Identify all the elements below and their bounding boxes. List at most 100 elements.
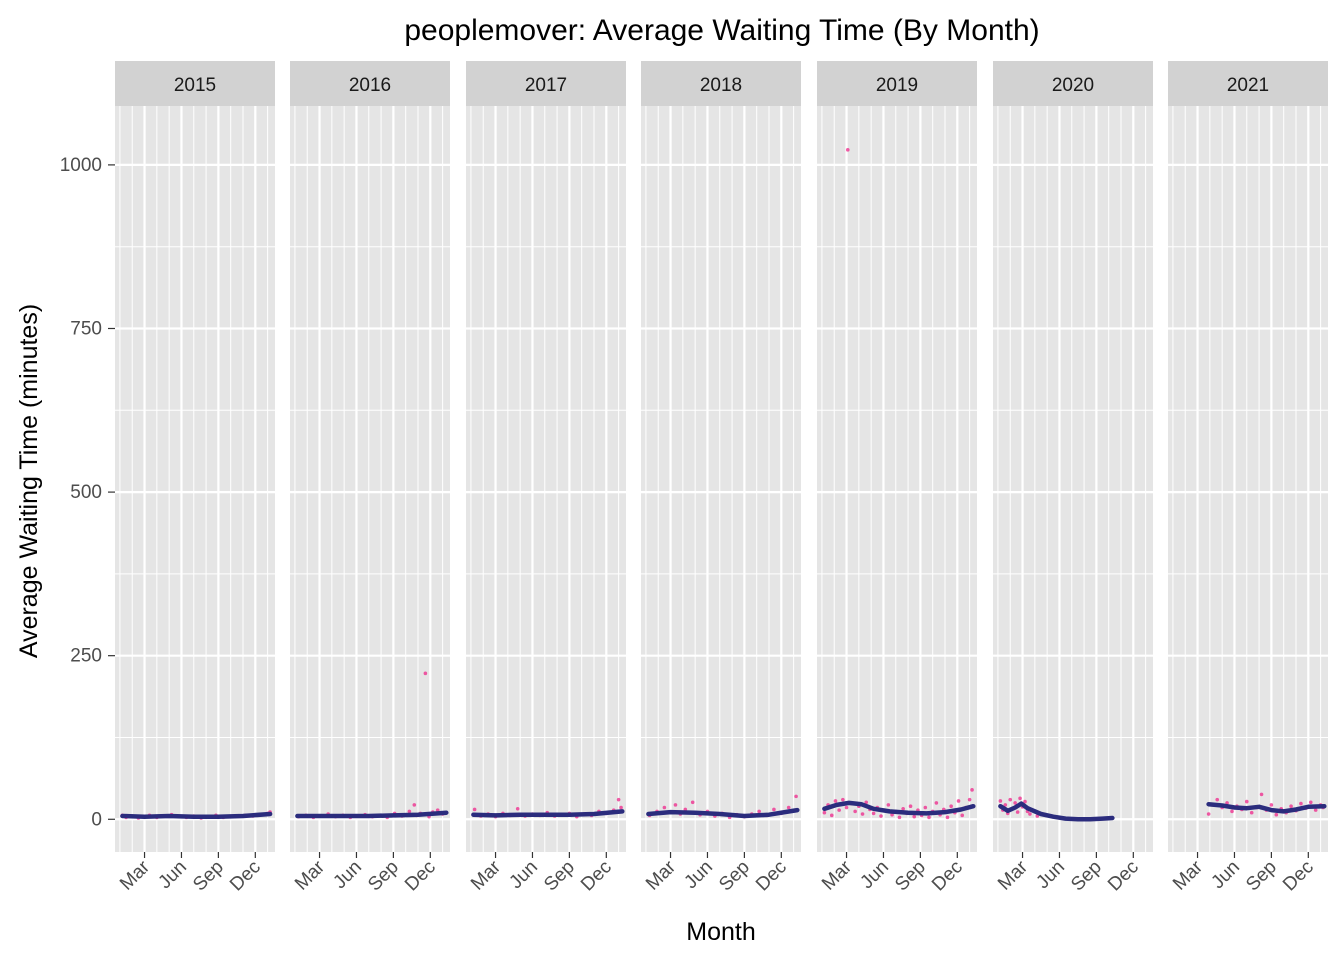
x-tick-label: Jun bbox=[1032, 857, 1069, 894]
data-point bbox=[841, 797, 845, 802]
data-point bbox=[1015, 810, 1020, 814]
data-point bbox=[407, 809, 412, 814]
data-point bbox=[1206, 812, 1211, 816]
panel-background bbox=[115, 106, 275, 852]
data-point bbox=[1299, 801, 1303, 806]
data-point bbox=[472, 807, 477, 812]
data-point bbox=[1313, 808, 1318, 812]
data-point bbox=[912, 814, 917, 819]
data-point bbox=[908, 804, 913, 808]
smooth-trend-line bbox=[1206, 801, 1327, 814]
panel-background bbox=[290, 106, 450, 852]
data-point bbox=[1274, 812, 1279, 817]
smooth-trend-line bbox=[998, 801, 1115, 822]
data-point bbox=[1008, 797, 1013, 802]
smooth-trend-line bbox=[646, 807, 800, 819]
data-point bbox=[662, 805, 667, 810]
x-tick-label: Jun bbox=[505, 857, 542, 894]
data-point bbox=[1249, 810, 1254, 815]
facet-strip bbox=[641, 61, 801, 106]
x-tick-label: Sep bbox=[1242, 857, 1281, 896]
data-point bbox=[897, 815, 902, 820]
data-point bbox=[853, 809, 857, 814]
facet-strip bbox=[466, 61, 626, 106]
data-point bbox=[1289, 804, 1293, 808]
facet-strip-label: 2021 bbox=[1227, 75, 1269, 96]
x-tick-label: Jun bbox=[154, 857, 191, 894]
x-tick-label: Sep bbox=[891, 857, 930, 896]
data-point bbox=[772, 807, 776, 812]
data-point bbox=[879, 814, 883, 818]
data-point bbox=[833, 799, 838, 803]
data-point bbox=[1003, 803, 1008, 807]
panel-background bbox=[641, 106, 801, 852]
y-tick-label: 500 bbox=[70, 482, 102, 503]
data-point bbox=[956, 799, 961, 803]
y-axis-label: Average Waiting Time (minutes) bbox=[15, 304, 43, 658]
data-point bbox=[673, 803, 678, 807]
panel-background bbox=[817, 106, 977, 852]
x-tick-label: Dec bbox=[401, 857, 440, 896]
data-point bbox=[860, 812, 865, 816]
x-tick-label: Mar bbox=[818, 856, 856, 894]
data-point bbox=[690, 800, 695, 805]
facet-strip bbox=[115, 61, 275, 106]
x-tick-label: Dec bbox=[1104, 857, 1143, 896]
x-tick-label: Jun bbox=[329, 857, 366, 894]
data-point bbox=[949, 804, 953, 808]
panel-background bbox=[1168, 106, 1328, 852]
chart-title: peoplemover: Average Waiting Time (By Mo… bbox=[404, 14, 1039, 47]
x-tick-label: Mar bbox=[116, 856, 154, 894]
data-point bbox=[1269, 803, 1274, 807]
data-point bbox=[786, 805, 791, 810]
data-point bbox=[837, 808, 841, 812]
x-tick-label: Sep bbox=[540, 857, 579, 896]
data-point bbox=[423, 671, 428, 676]
x-tick-label: Jun bbox=[1207, 857, 1244, 894]
data-point bbox=[864, 800, 869, 805]
data-point bbox=[1230, 809, 1234, 814]
smooth-trend-line bbox=[295, 810, 449, 819]
facet-strip-label: 2018 bbox=[700, 75, 742, 96]
x-tick-label: Mar bbox=[642, 856, 680, 894]
data-point bbox=[845, 148, 850, 152]
data-point bbox=[412, 803, 417, 807]
data-point bbox=[1215, 797, 1220, 802]
x-tick-label: Sep bbox=[715, 857, 754, 896]
facet-strip-label: 2016 bbox=[349, 75, 391, 96]
data-point bbox=[927, 815, 931, 820]
facet-strip-label: 2017 bbox=[525, 75, 567, 96]
facet-strip-label: 2020 bbox=[1052, 75, 1094, 96]
x-tick-label: Sep bbox=[189, 857, 228, 896]
data-point bbox=[1244, 799, 1249, 804]
y-tick-label: 750 bbox=[70, 318, 102, 339]
y-tick-label: 0 bbox=[91, 809, 102, 830]
data-point bbox=[616, 797, 621, 802]
x-tick-label: Dec bbox=[577, 857, 616, 896]
data-point bbox=[1018, 796, 1022, 801]
data-point bbox=[794, 794, 798, 799]
facet-strip bbox=[1168, 61, 1328, 106]
x-tick-label: Sep bbox=[364, 857, 403, 896]
data-point bbox=[967, 797, 972, 802]
data-point bbox=[619, 805, 623, 810]
facet-strip bbox=[817, 61, 977, 106]
panel-background bbox=[466, 106, 626, 852]
y-tick-label: 1000 bbox=[60, 155, 102, 176]
data-point bbox=[960, 813, 965, 818]
x-axis-label: Month bbox=[686, 918, 755, 946]
facet-strip bbox=[290, 61, 450, 106]
data-point bbox=[844, 805, 849, 810]
data-point bbox=[923, 805, 928, 810]
x-tick-label: Dec bbox=[1279, 857, 1318, 896]
panel-background bbox=[993, 106, 1153, 852]
x-tick-label: Dec bbox=[752, 857, 791, 896]
